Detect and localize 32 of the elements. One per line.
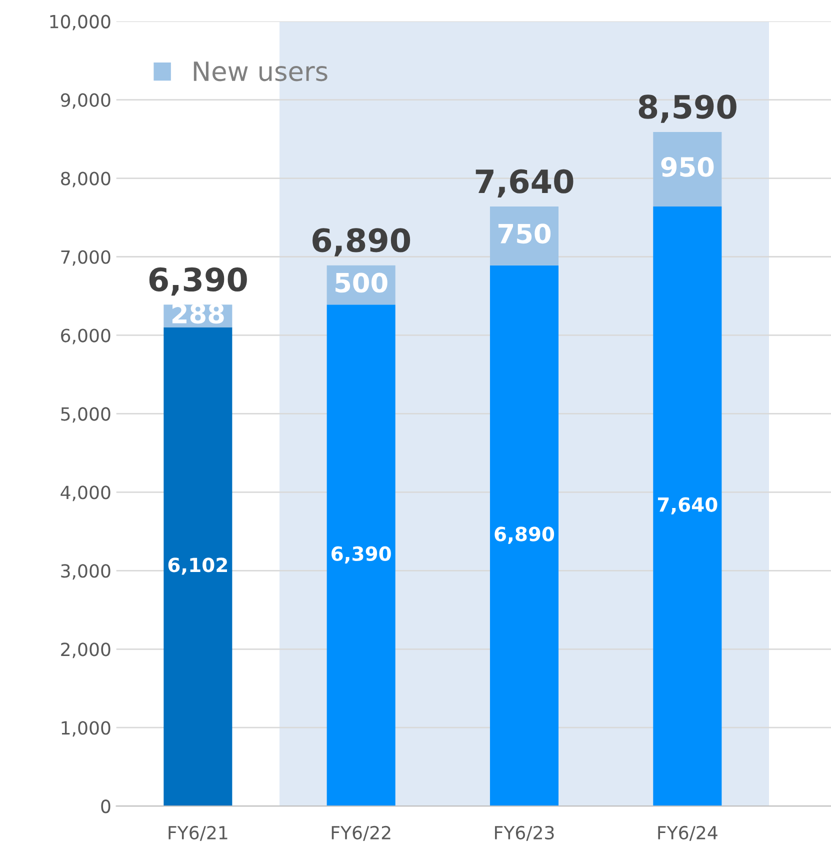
data-label: 7,640 [658, 497, 718, 514]
y-tick-label: 5,000 [61, 407, 110, 423]
bar [164, 327, 232, 806]
x-tick-label: FY6/21 [168, 826, 228, 841]
y-tick-label: 1,000 [62, 721, 110, 737]
x-tick-label: FY6/22 [332, 826, 390, 841]
total-label: 8,590 [638, 94, 736, 123]
x-tick-label: FY6/24 [658, 826, 718, 841]
data-label: 288 [172, 304, 224, 324]
data-label: 500 [336, 272, 388, 293]
x-tick-label: FY6/23 [495, 826, 554, 841]
total-label: 7,640 [476, 169, 574, 198]
total-label: 6,890 [312, 228, 410, 256]
bar [326, 304, 396, 806]
bar [653, 206, 722, 806]
data-label: 950 [661, 156, 714, 177]
data-label: 750 [498, 224, 551, 244]
data-label: 6,890 [494, 526, 554, 544]
y-tick-label: 10,000 [50, 14, 110, 30]
total-label: 6,390 [149, 267, 247, 296]
y-tick-label: 4,000 [60, 486, 110, 502]
y-tick-label: 2,000 [61, 642, 110, 658]
data-label: 6,390 [332, 546, 391, 564]
bar [490, 265, 559, 806]
legend-label: New users [194, 62, 328, 82]
y-tick-label: 8,000 [61, 172, 110, 188]
y-tick-label: 9,000 [60, 93, 110, 109]
y-tick-label: 6,000 [61, 328, 110, 344]
y-tick-label: 0 [101, 800, 110, 814]
data-label: 6,102 [168, 558, 227, 575]
y-tick-label: 3,000 [61, 564, 110, 580]
y-tick-label: 7,000 [61, 250, 110, 266]
